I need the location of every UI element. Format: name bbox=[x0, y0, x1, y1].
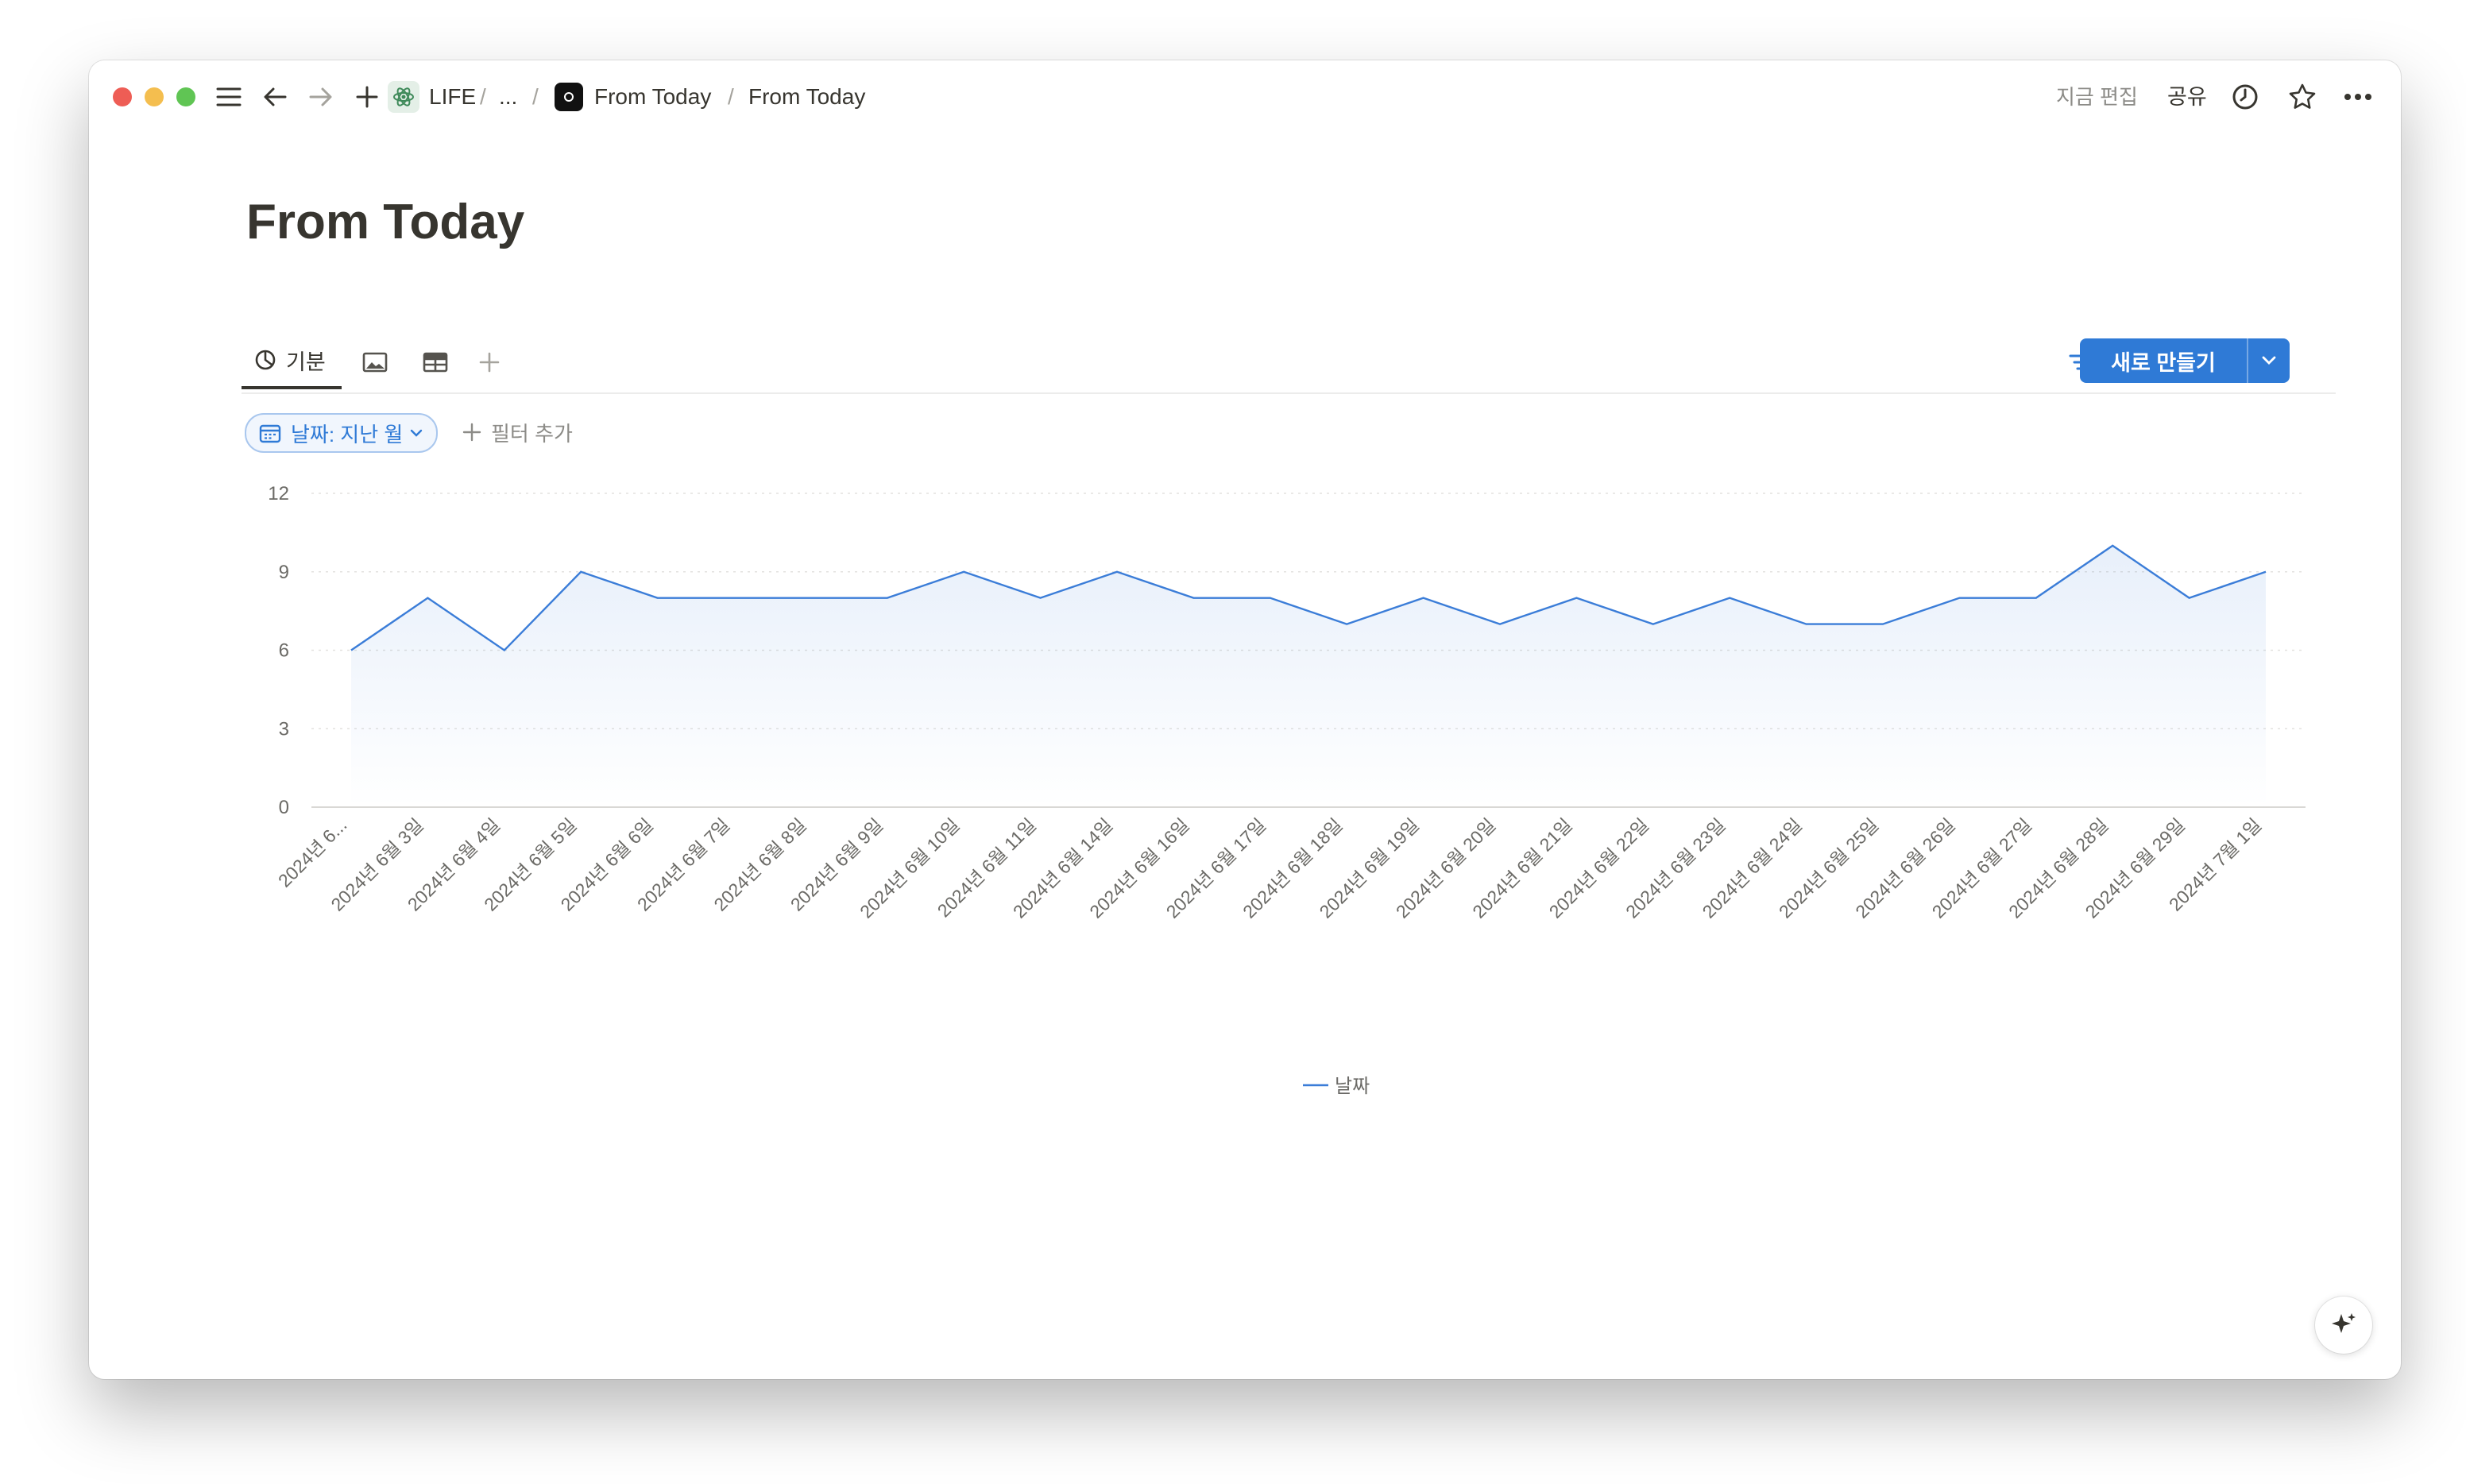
sparkle-icon bbox=[2332, 1313, 2356, 1333]
y-tick-label: 12 bbox=[268, 483, 289, 504]
tab-gallery-view[interactable] bbox=[351, 334, 399, 391]
zoom-window-button[interactable] bbox=[176, 87, 195, 106]
y-tick-label: 9 bbox=[279, 562, 289, 583]
chevron-down-icon bbox=[411, 429, 423, 437]
add-page-icon[interactable] bbox=[351, 81, 383, 113]
data-point[interactable] bbox=[2030, 592, 2043, 605]
top-bar: LIFE / ... / From Today / From Today 지금 … bbox=[89, 60, 2401, 133]
data-point[interactable] bbox=[1111, 566, 1123, 578]
data-point[interactable] bbox=[728, 592, 740, 605]
series-line bbox=[350, 544, 2267, 652]
chart-icon bbox=[255, 350, 276, 370]
share-button[interactable]: 공유 bbox=[2167, 85, 2207, 109]
data-point[interactable] bbox=[1723, 592, 1736, 605]
page-dark-icon bbox=[555, 83, 583, 111]
y-tick-label: 0 bbox=[279, 797, 289, 818]
breadcrumb-parent-page[interactable]: From Today bbox=[594, 84, 712, 109]
sidebar-menu-icon[interactable] bbox=[213, 81, 245, 113]
x-tick-label: 2024년 6... bbox=[274, 814, 351, 891]
atom-icon bbox=[388, 81, 419, 113]
breadcrumb-ellipsis[interactable]: ... bbox=[499, 84, 518, 109]
data-point[interactable] bbox=[574, 566, 587, 578]
forward-arrow-icon[interactable] bbox=[305, 81, 337, 113]
close-window-button[interactable] bbox=[113, 87, 132, 106]
data-point[interactable] bbox=[1800, 618, 1813, 631]
data-point[interactable] bbox=[2183, 592, 2196, 605]
view-tabs: 기분 bbox=[242, 334, 2336, 394]
data-point[interactable] bbox=[1953, 592, 1965, 605]
tab-table-view[interactable] bbox=[412, 334, 459, 391]
page-title: From Today bbox=[246, 195, 525, 249]
series-area bbox=[351, 545, 2266, 807]
more-options-icon[interactable] bbox=[2342, 81, 2374, 113]
history-clock-icon[interactable] bbox=[2229, 81, 2261, 113]
data-point[interactable] bbox=[804, 592, 817, 605]
data-point[interactable] bbox=[651, 592, 664, 605]
minimize-window-button[interactable] bbox=[145, 87, 164, 106]
breadcrumb-life[interactable]: LIFE bbox=[429, 84, 477, 109]
date-filter-pill[interactable]: 날짜: 지난 월 bbox=[245, 413, 439, 453]
add-filter-label: 필터 추가 bbox=[491, 421, 573, 446]
data-point[interactable] bbox=[1647, 618, 1660, 631]
data-point[interactable] bbox=[1417, 592, 1430, 605]
favorite-star-icon[interactable] bbox=[2286, 81, 2318, 113]
data-point[interactable] bbox=[498, 644, 511, 657]
data-point[interactable] bbox=[345, 644, 358, 657]
gallery-icon bbox=[362, 352, 388, 373]
add-view-icon[interactable] bbox=[469, 334, 510, 391]
data-point[interactable] bbox=[2106, 539, 2119, 552]
tab-label: 기분 bbox=[286, 350, 326, 374]
data-point[interactable] bbox=[1034, 592, 1047, 605]
breadcrumb-separator: / bbox=[532, 84, 539, 109]
breadcrumb-current-page[interactable]: From Today bbox=[748, 84, 866, 109]
tab-chart-view[interactable]: 기분 bbox=[242, 334, 342, 389]
legend-label: 날짜 bbox=[1335, 1076, 1370, 1097]
breadcrumb-separator: / bbox=[480, 84, 486, 109]
ai-assistant-button[interactable] bbox=[2315, 1297, 2372, 1354]
data-point[interactable] bbox=[1570, 592, 1583, 605]
date-filter-label: 날짜: 지난 월 bbox=[291, 422, 404, 446]
data-point[interactable] bbox=[1340, 618, 1353, 631]
add-filter-button[interactable]: 필터 추가 bbox=[462, 413, 573, 451]
plus-icon bbox=[462, 423, 481, 442]
data-point[interactable] bbox=[1187, 592, 1200, 605]
chevron-down-icon[interactable] bbox=[2247, 338, 2290, 383]
new-item-button[interactable]: 새로 만들기 bbox=[2080, 338, 2247, 383]
app-window: LIFE / ... / From Today / From Today 지금 … bbox=[89, 60, 2401, 1379]
breadcrumb-separator: / bbox=[728, 84, 734, 109]
data-point[interactable] bbox=[421, 592, 434, 605]
data-point[interactable] bbox=[1264, 592, 1277, 605]
edited-status: 지금 편집 bbox=[2056, 85, 2138, 109]
y-tick-label: 3 bbox=[279, 718, 289, 740]
data-point[interactable] bbox=[1877, 618, 1889, 631]
back-arrow-icon[interactable] bbox=[259, 81, 291, 113]
data-point[interactable] bbox=[881, 592, 894, 605]
chart-legend: 날짜 bbox=[1303, 1076, 1370, 1097]
y-tick-label: 6 bbox=[279, 640, 289, 662]
data-point[interactable] bbox=[957, 566, 970, 578]
data-point[interactable] bbox=[1494, 618, 1506, 631]
data-point[interactable] bbox=[2259, 566, 2272, 578]
table-icon bbox=[423, 352, 448, 373]
calendar-icon bbox=[259, 424, 281, 443]
